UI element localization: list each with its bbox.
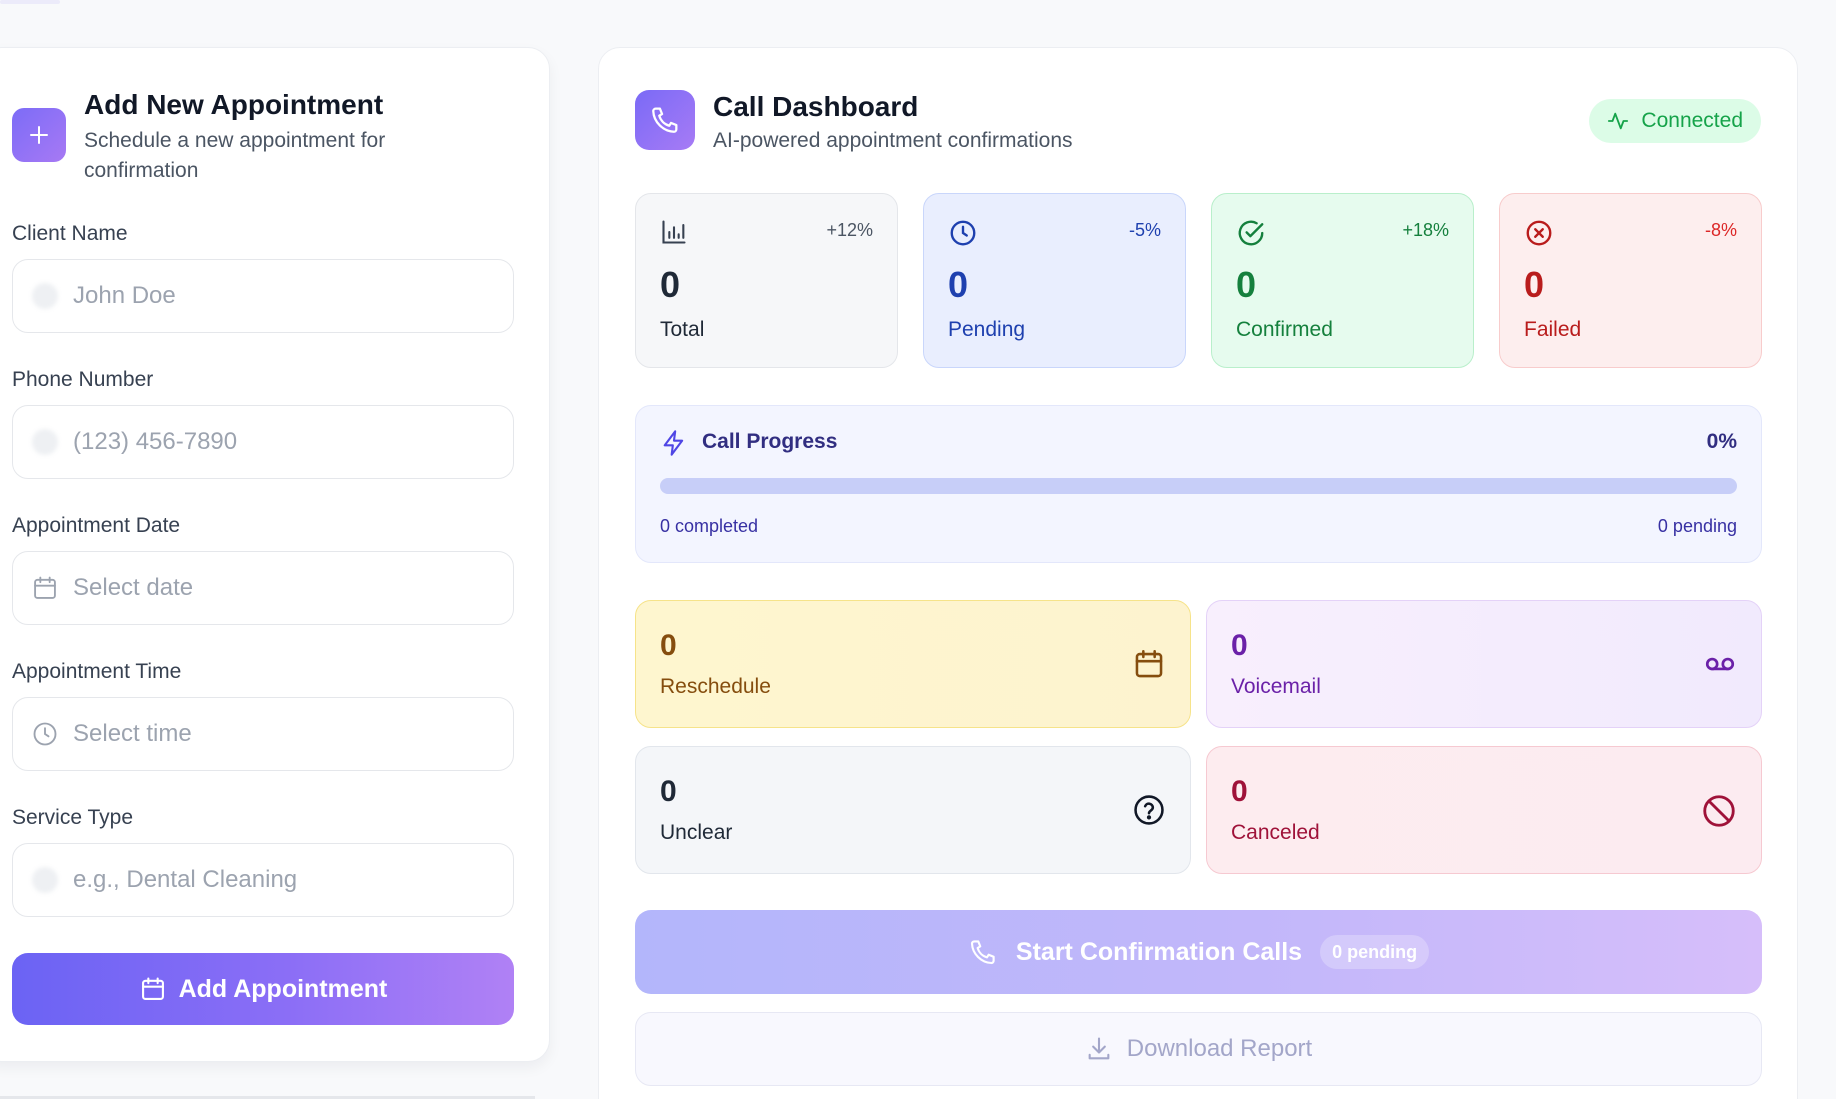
appointment-date-input[interactable] [73,574,473,602]
pending-badge: 0 pending [1320,935,1430,969]
client-name-field[interactable] [12,259,514,333]
outcome-label: Reschedule [660,675,771,698]
outcome-card-unclear: 0 Unclear [635,746,1191,874]
appointment-date-field[interactable] [12,551,514,625]
stat-delta: +18% [1402,220,1449,240]
connection-status-text: Connected [1641,109,1743,132]
phone-number-label: Phone Number [12,368,154,391]
appointment-time-input[interactable] [73,720,473,748]
check-circle-icon [1236,218,1266,248]
call-progress-card: Call Progress 0% 0 completed 0 pending [635,405,1762,563]
call-progress-percent: 0% [1706,430,1737,453]
lightning-icon [660,428,688,458]
divider [0,1096,535,1099]
calendar-icon [141,977,164,1000]
outcome-card-voicemail: 0 Voicemail [1206,600,1762,728]
download-report-button[interactable]: Download Report [635,1012,1762,1086]
add-appointment-button[interactable]: Add Appointment [12,953,514,1025]
outcome-label: Voicemail [1231,675,1321,698]
call-progress-title: Call Progress [702,430,838,453]
appointment-time-label: Appointment Time [12,660,182,683]
stat-delta: -8% [1704,220,1737,240]
form-subtitle: Schedule a new appointment for confirmat… [84,129,386,182]
outcome-card-reschedule: 0 Reschedule [635,600,1191,728]
start-confirmation-calls-button[interactable]: Start Confirmation Calls 0 pending [635,910,1762,994]
stat-card-total: +12% 0 Total [635,193,898,368]
stat-delta: -5% [1128,220,1161,240]
service-type-field[interactable] [12,843,514,917]
outcome-card-canceled: 0 Canceled [1206,746,1762,874]
add-appointment-label: Add Appointment [178,974,388,1003]
phone-icon [635,90,695,150]
outcome-value: 0 [1231,775,1248,808]
dashboard-subtitle: AI-powered appointment confirmations [713,129,1073,152]
appointment-date-label: Appointment Date [12,514,181,537]
phone-icon [31,428,59,456]
form-title: Add New Appointment [84,89,384,120]
form-header: Add New Appointment Schedule a new appoi… [12,88,464,186]
stat-label: Failed [1524,318,1582,341]
user-icon [31,282,59,310]
activity-icon [1608,112,1629,130]
download-report-label: Download Report [1126,1035,1313,1062]
download-icon [1088,1037,1110,1060]
service-type-input[interactable] [73,866,473,894]
outcome-label: Canceled [1231,821,1320,844]
stat-card-failed: -8% 0 Failed [1499,193,1762,368]
top-edge-decoration [0,0,60,4]
completed-count: 0 completed [660,516,759,536]
calendar-icon [1132,647,1166,681]
dashboard-title: Call Dashboard [713,91,919,122]
appointment-time-field[interactable] [12,697,514,771]
help-circle-icon [1132,793,1166,827]
stat-value: 0 [1236,264,1257,305]
pending-count: 0 pending [1657,516,1737,536]
outcome-value: 0 [1231,629,1248,662]
clock-icon [31,720,59,748]
stat-value: 0 [660,264,681,305]
connection-status-badge: Connected [1589,99,1761,143]
service-type-label: Service Type [12,806,134,829]
start-calls-label: Start Confirmation Calls [1015,937,1303,966]
call-progress-bar [660,478,1737,494]
outcome-label: Unclear [660,821,733,844]
outcome-value: 0 [660,775,677,808]
ban-icon [1701,793,1737,829]
stat-delta: +12% [826,220,873,240]
phone-number-input[interactable] [73,428,473,456]
plus-icon [12,108,66,162]
client-name-label: Client Name [12,222,128,245]
voicemail-icon [1703,647,1737,681]
x-circle-icon [1524,218,1554,248]
stat-label: Pending [948,318,1026,341]
phone-icon [970,940,995,965]
client-name-input[interactable] [73,282,473,310]
stat-label: Total [660,318,705,341]
call-dashboard-panel: Call Dashboard AI-powered appointment co… [598,47,1798,1099]
service-icon [31,866,59,894]
clock-icon [948,218,978,248]
add-appointment-panel: Add New Appointment Schedule a new appoi… [0,47,550,1062]
dashboard-header: Call Dashboard AI-powered appointment co… [635,90,1073,156]
stat-value: 0 [1524,264,1545,305]
calendar-icon [31,574,59,602]
phone-number-field[interactable] [12,405,514,479]
outcome-value: 0 [660,629,677,662]
bar-chart-icon [660,218,688,246]
stat-label: Confirmed [1236,318,1333,341]
stat-card-confirmed: +18% 0 Confirmed [1211,193,1474,368]
stat-value: 0 [948,264,969,305]
stat-card-pending: -5% 0 Pending [923,193,1186,368]
